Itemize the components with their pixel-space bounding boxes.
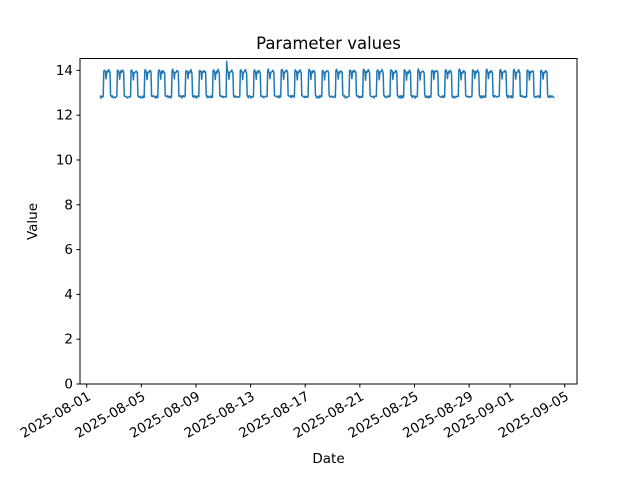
data-series-line — [99, 60, 555, 99]
y-tick-label: 12 — [56, 108, 73, 124]
y-tick-label: 10 — [56, 152, 73, 168]
y-axis-label: Value — [25, 203, 41, 240]
y-tick-label: 2 — [64, 332, 73, 348]
y-tick-label: 8 — [64, 197, 73, 213]
y-tick-label: 0 — [64, 377, 73, 393]
y-tick-label: 14 — [56, 63, 73, 79]
parameter-line — [99, 60, 555, 99]
chart-title: Parameter values — [256, 34, 401, 53]
plot-frame — [79, 58, 578, 385]
x-axis-ticks: 2025-08-012025-08-052025-08-092025-08-13… — [18, 384, 572, 442]
y-tick-label: 6 — [64, 242, 73, 258]
y-axis-ticks: 0 2 4 6 8 10 12 14 — [56, 63, 80, 393]
x-axis-label: Date — [312, 451, 344, 467]
y-tick-label: 4 — [64, 287, 73, 303]
